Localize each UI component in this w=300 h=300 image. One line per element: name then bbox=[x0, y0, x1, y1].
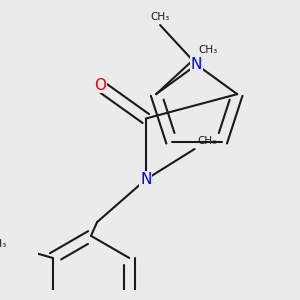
Text: N: N bbox=[191, 57, 202, 72]
Text: CH₃: CH₃ bbox=[199, 44, 218, 55]
Text: CH₃: CH₃ bbox=[0, 239, 7, 249]
Text: N: N bbox=[140, 172, 152, 187]
Text: CH₃: CH₃ bbox=[198, 136, 217, 146]
Text: CH₃: CH₃ bbox=[151, 12, 170, 22]
Text: O: O bbox=[94, 77, 106, 92]
